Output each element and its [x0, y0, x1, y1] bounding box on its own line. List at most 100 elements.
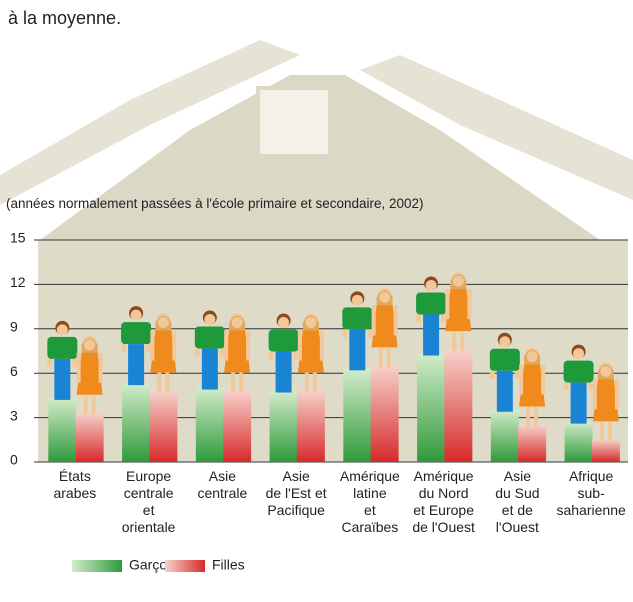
- figure-hand: [220, 349, 225, 357]
- figure-arm: [519, 365, 523, 395]
- figure-arm: [372, 305, 376, 335]
- figure-arm: [99, 353, 103, 383]
- figure-hand: [564, 383, 569, 391]
- figure-pants: [571, 383, 587, 424]
- figure-leg: [460, 331, 464, 351]
- figure-shirt: [121, 322, 151, 344]
- figure-shirt: [416, 293, 446, 315]
- figure-leg: [92, 395, 96, 415]
- figure-leg: [526, 407, 530, 427]
- figure-shirt: [342, 307, 372, 329]
- figure-pants: [497, 371, 513, 412]
- bar-column: [270, 391, 298, 462]
- bar: [371, 288, 399, 462]
- bar: [342, 291, 372, 462]
- figure-arm: [246, 331, 250, 361]
- bar-column: [297, 391, 325, 462]
- figure-leg: [608, 421, 612, 441]
- figure-pants: [349, 329, 365, 370]
- figure-leg: [231, 373, 235, 393]
- figure-arm: [593, 379, 597, 409]
- y-tick-label: 9: [10, 319, 18, 335]
- figure-face: [305, 317, 316, 328]
- bar-column: [518, 425, 546, 462]
- bar: [121, 306, 151, 462]
- y-tick-label: 3: [10, 407, 18, 423]
- figure-leg: [313, 373, 317, 393]
- bar-column: [565, 422, 593, 462]
- figure-arm: [541, 365, 545, 395]
- y-tick-label: 6: [10, 363, 18, 379]
- figure-hand: [195, 349, 200, 357]
- figure-face: [278, 317, 289, 328]
- figure-arm: [172, 331, 176, 361]
- bar-column: [491, 410, 519, 462]
- figure-arm: [224, 331, 228, 361]
- figure-hand: [490, 371, 495, 379]
- x-tick-label: Europe centrale et orientale: [110, 468, 188, 536]
- x-tick-label: Asie centrale: [183, 468, 261, 502]
- figure-shirt: [47, 337, 77, 359]
- bar: [444, 272, 472, 462]
- figure-arm: [394, 305, 398, 335]
- bar-column: [122, 383, 150, 462]
- figure-hand: [269, 352, 274, 360]
- x-tick-label: Asie du Sud et de l'Ouest: [478, 468, 556, 536]
- figure-shirt: [269, 330, 299, 352]
- figure-leg: [600, 421, 604, 441]
- figure-shirt: [490, 349, 520, 371]
- bar-column: [592, 439, 620, 462]
- figure-arm: [77, 353, 81, 383]
- figure-leg: [239, 373, 243, 393]
- figure-hand: [342, 329, 347, 337]
- legend-label: Filles: [212, 557, 245, 573]
- y-tick-label: 12: [10, 274, 26, 290]
- figure-leg: [165, 373, 169, 393]
- figure-face: [57, 324, 68, 335]
- figure-arm: [320, 331, 324, 361]
- bar-column: [223, 391, 251, 462]
- bar-column: [48, 398, 76, 462]
- bar: [416, 277, 446, 462]
- x-tick-label: Amérique latine et Caraïbes: [331, 468, 409, 536]
- figure-leg: [157, 373, 161, 393]
- figure-face: [573, 348, 584, 359]
- figure-face: [158, 317, 169, 328]
- x-tick-label: États arabes: [36, 468, 114, 502]
- figure-leg: [84, 395, 88, 415]
- bar-column: [444, 349, 472, 462]
- figure-face: [204, 314, 215, 325]
- figure-pants: [423, 315, 439, 356]
- bar: [518, 348, 546, 462]
- figure-face: [499, 336, 510, 347]
- figure-hand: [72, 359, 77, 367]
- x-tick-label: Asie de l'Est et Pacifique: [257, 468, 335, 519]
- figure-arm: [445, 289, 449, 319]
- figure-face: [379, 292, 390, 303]
- x-tick-label: Afrique sub- saharienne: [552, 468, 630, 519]
- legend-swatch: [72, 560, 122, 572]
- figure-face: [131, 310, 142, 321]
- figure-hand: [441, 315, 446, 323]
- figure-pants: [128, 344, 144, 385]
- bar-column: [371, 365, 399, 462]
- figure-pants: [54, 359, 70, 400]
- bar-column: [149, 391, 177, 462]
- figure-shirt: [564, 361, 594, 383]
- figure-leg: [379, 347, 383, 367]
- subtitle: (années normalement passées à l'école pr…: [6, 196, 424, 211]
- figure-leg: [387, 347, 391, 367]
- figure-face: [527, 351, 538, 362]
- figure-shirt: [195, 327, 225, 349]
- figure-pants: [276, 352, 292, 393]
- figure-face: [453, 276, 464, 287]
- figure-face: [232, 317, 243, 328]
- page: {"chart_data": {"type": "bar", "title": …: [0, 0, 633, 602]
- legend-swatch: [165, 560, 205, 572]
- title: à la moyenne.: [8, 8, 121, 29]
- figure-hand: [515, 371, 520, 379]
- bar-column: [196, 388, 224, 462]
- figure-leg: [534, 407, 538, 427]
- figure-hand: [294, 352, 299, 360]
- figure-hand: [367, 329, 372, 337]
